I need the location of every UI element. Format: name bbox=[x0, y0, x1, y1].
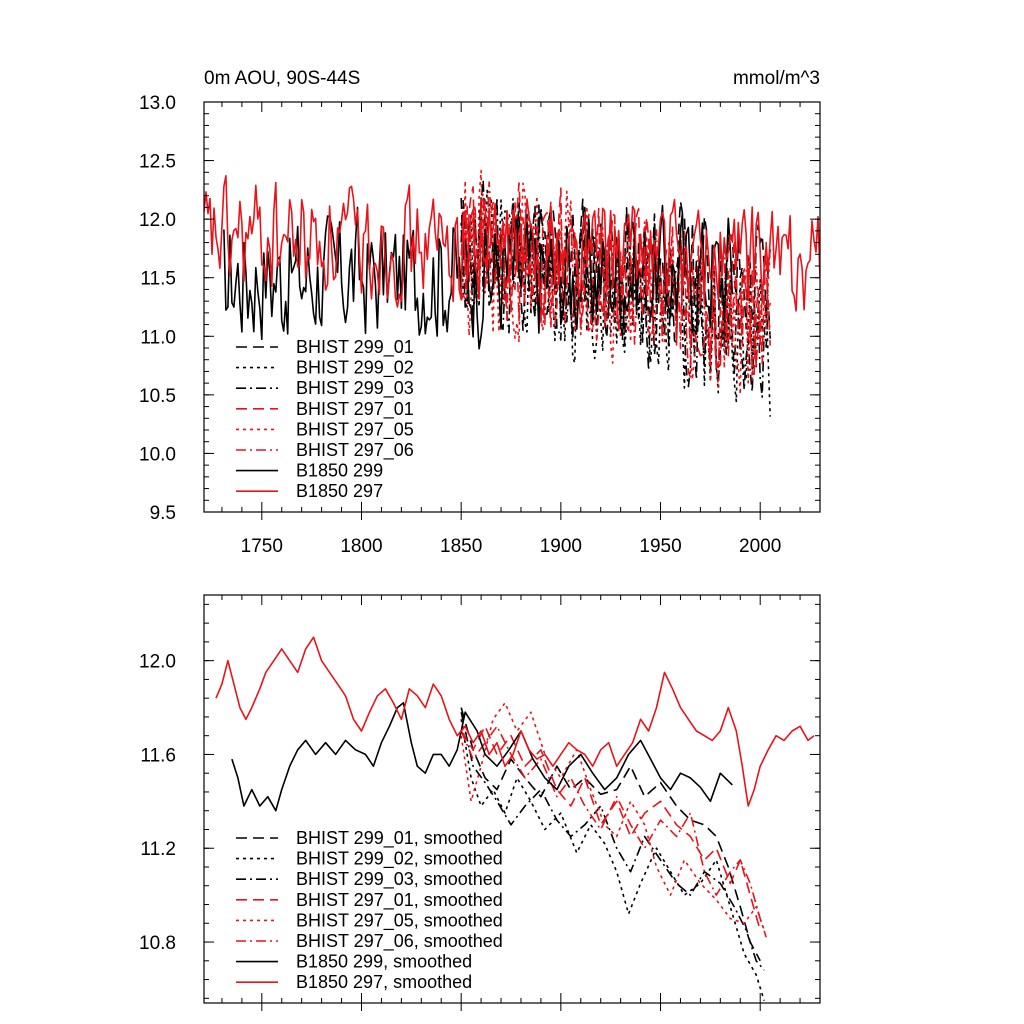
top-x-tick-label: 1850 bbox=[440, 536, 482, 557]
title-right: mmol/m^3 bbox=[733, 68, 820, 89]
bottom-series-2 bbox=[460, 712, 765, 971]
bottom-legend-label: B1850 297, smoothed bbox=[296, 972, 472, 992]
top-x-tick-label: 1750 bbox=[241, 536, 283, 557]
top-y-tick-label: 11.5 bbox=[140, 269, 176, 290]
top-y-tick-label: 10.0 bbox=[139, 444, 176, 465]
top-y-tick-label: 12.0 bbox=[139, 210, 176, 231]
bottom-y-tick-label: 10.8 bbox=[139, 933, 176, 954]
top-y-tick-label: 12.5 bbox=[139, 152, 176, 173]
bottom-series-4 bbox=[460, 702, 765, 931]
bottom-series-6 bbox=[231, 702, 733, 812]
bottom-plot-frame bbox=[203, 594, 821, 1004]
bottom-legend-label: BHIST 299_03, smoothed bbox=[296, 869, 503, 890]
top-panel: 1750 1800 1850 1900 1950 2000 9.5 10.0 10.5 11.0 1… bbox=[139, 93, 821, 557]
top-legend-label: BHIST 297_05 bbox=[296, 419, 414, 440]
bottom-series-7 bbox=[215, 636, 815, 807]
bottom-series-0 bbox=[460, 707, 761, 962]
top-plot-frame bbox=[203, 101, 821, 513]
bottom-series-lines bbox=[215, 636, 815, 1001]
bottom-legend-label: BHIST 297_01, smoothed bbox=[296, 890, 503, 911]
bottom-series-1 bbox=[460, 719, 765, 1001]
title-left: 0m AOU, 90S-44S bbox=[204, 68, 360, 89]
top-legend-label: BHIST 299_02 bbox=[296, 358, 414, 379]
top-legend-label: BHIST 299_01 bbox=[296, 337, 414, 358]
top-y-tick-label: 10.5 bbox=[139, 386, 176, 407]
top-x-tick-label: 1950 bbox=[639, 536, 681, 557]
bottom-y-tick-label: 11.6 bbox=[140, 745, 176, 766]
bottom-legend-label: BHIST 299_02, smoothed bbox=[296, 849, 503, 870]
top-x-tick-label: 1900 bbox=[540, 536, 582, 557]
bottom-legend-label: BHIST 297_05, smoothed bbox=[296, 910, 503, 931]
bottom-legend-label: BHIST 299_01, smoothed bbox=[296, 828, 503, 849]
top-legend-label: BHIST 299_03 bbox=[296, 378, 414, 399]
top-series-7 bbox=[204, 175, 820, 316]
top-x-tick-label: 2000 bbox=[739, 536, 781, 557]
top-legend-label: BHIST 297_06 bbox=[296, 440, 414, 461]
bottom-legend-label: BHIST 297_06, smoothed bbox=[296, 931, 503, 952]
top-x-tick-label: 1800 bbox=[340, 536, 382, 557]
top-y-tick-label: 13.0 bbox=[139, 93, 176, 114]
bottom-series-3 bbox=[460, 725, 761, 931]
top-legend-label: BHIST 297_01 bbox=[296, 399, 414, 420]
top-series-lines bbox=[204, 169, 820, 417]
top-y-tick-label: 11.0 bbox=[140, 327, 176, 348]
top-legend-label: B1850 299 bbox=[296, 461, 383, 481]
top-y-tick-label: 9.5 bbox=[150, 503, 176, 524]
top-legend-label: B1850 297 bbox=[296, 481, 383, 501]
top-series-2 bbox=[460, 196, 771, 398]
bottom-y-tick-label: 11.2 bbox=[140, 839, 176, 860]
top-series-6 bbox=[223, 204, 734, 350]
bottom-y-tick-label: 12.0 bbox=[139, 652, 176, 673]
bottom-legend-label: B1850 299, smoothed bbox=[296, 952, 472, 972]
